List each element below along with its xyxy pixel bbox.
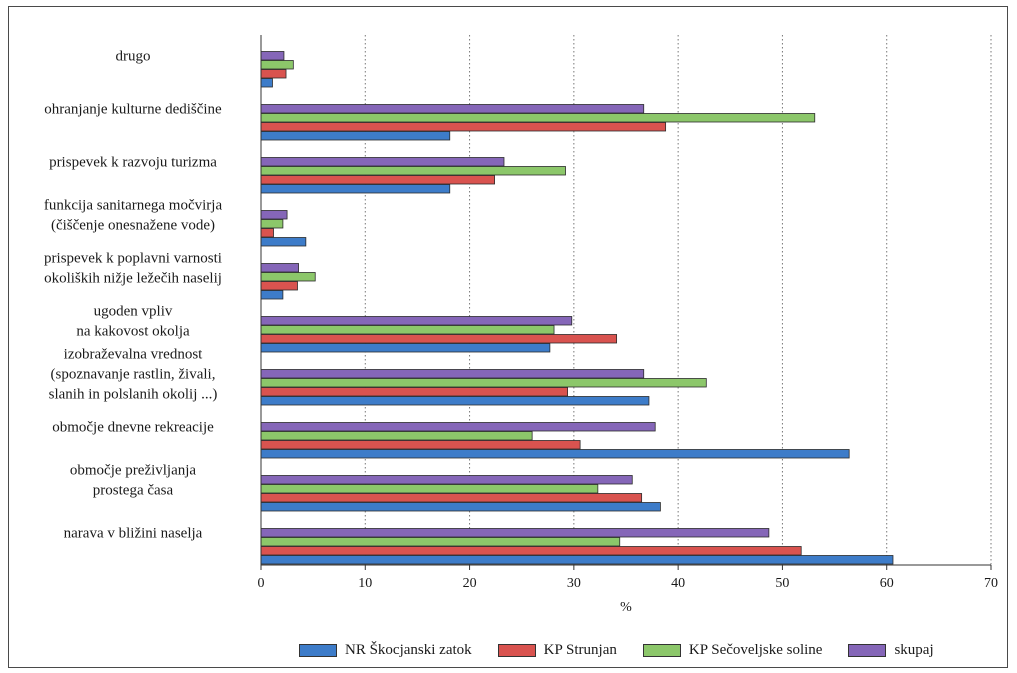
category-label: funkcija sanitarnega močvirja (čiščenje o… <box>44 198 223 234</box>
bar <box>260 60 294 70</box>
legend-item: skupaj <box>848 641 934 659</box>
bar <box>260 449 850 459</box>
bar <box>260 78 273 88</box>
bar <box>260 122 667 132</box>
bar-chart: drugo ohranjanje kulturne dediščine prispe… <box>44 35 999 615</box>
bar <box>260 334 618 344</box>
bar <box>260 537 621 547</box>
bar <box>260 237 307 247</box>
category-labels: drugo ohranjanje kulturne dediščine prispe… <box>44 49 223 542</box>
bar <box>260 157 505 167</box>
category-label: izobraževalna vrednost (spoznavanje rastl… <box>49 347 218 403</box>
axes <box>260 35 991 566</box>
bar <box>260 272 316 282</box>
legend-label: skupaj <box>894 641 934 658</box>
x-tick-labels: 0 10 20 30 40 50 60 70 <box>258 576 999 591</box>
category-label: drugo <box>116 49 151 65</box>
x-tick-label: 10 <box>358 576 372 591</box>
bar <box>260 475 633 485</box>
bar <box>260 184 451 194</box>
x-tick-label: 70 <box>984 576 998 591</box>
x-tick-label: 20 <box>463 576 477 591</box>
legend-label: NR Škocjanski zatok <box>345 641 472 658</box>
bar <box>260 113 816 123</box>
x-tick-label: 50 <box>775 576 789 591</box>
legend-item: NR Škocjanski zatok <box>299 642 472 659</box>
x-tick-label: 40 <box>671 576 685 591</box>
category-label: ugoden vpliv na kakovost okolja <box>76 304 190 340</box>
bar <box>260 484 599 494</box>
legend-swatch <box>497 643 536 657</box>
bar <box>260 555 894 565</box>
legend-item: KP Sečoveljske soline <box>642 641 823 659</box>
bar <box>260 369 645 379</box>
legend-label: KP Strunjan <box>543 641 617 658</box>
bar <box>260 493 643 503</box>
bar <box>260 104 645 114</box>
category-label: območje dnevne rekreacije <box>52 420 214 436</box>
bar <box>260 166 566 176</box>
bar <box>260 528 770 538</box>
bar <box>260 219 284 229</box>
x-tick-label: 30 <box>567 576 581 591</box>
bar <box>260 422 656 432</box>
bar <box>260 210 288 220</box>
bar <box>260 51 285 61</box>
x-tick-label: 0 <box>258 576 265 591</box>
bar <box>260 431 533 441</box>
bar <box>260 502 661 512</box>
bar <box>260 316 573 326</box>
bar <box>260 228 274 238</box>
category-label: prispevek k razvoju turizma <box>49 155 217 171</box>
bar <box>260 290 284 300</box>
category-label: območje preživljanja prostega časa <box>70 463 197 499</box>
legend-swatch <box>642 643 681 657</box>
bar <box>260 343 551 353</box>
category-label: narava v bližini naselja <box>64 526 203 542</box>
bar <box>260 131 451 141</box>
bar <box>260 325 555 335</box>
category-label: prispevek k poplavni varnosti okoliških n… <box>44 251 222 287</box>
x-tick-label: 60 <box>880 576 894 591</box>
chart-frame: drugo ohranjanje kulturne dediščine prispe… <box>8 6 1008 668</box>
legend-swatch <box>299 643 337 657</box>
category-label: ohranjanje kulturne dediščine <box>44 102 222 118</box>
bar <box>260 281 298 291</box>
x-axis-title: % <box>620 600 632 615</box>
bar <box>260 69 287 79</box>
bar <box>260 175 496 185</box>
legend-swatch <box>848 643 887 657</box>
bar <box>260 440 581 450</box>
bar <box>260 396 650 406</box>
legend: NR Škocjanski zatok KP Strunjan KP Sečovel… <box>299 640 960 660</box>
bar <box>260 546 802 556</box>
legend-item: KP Strunjan <box>497 641 617 659</box>
bar <box>260 263 299 273</box>
bar <box>260 378 707 388</box>
bar <box>260 387 569 397</box>
bars <box>260 51 894 565</box>
legend-label: KP Sečoveljske soline <box>688 641 823 658</box>
